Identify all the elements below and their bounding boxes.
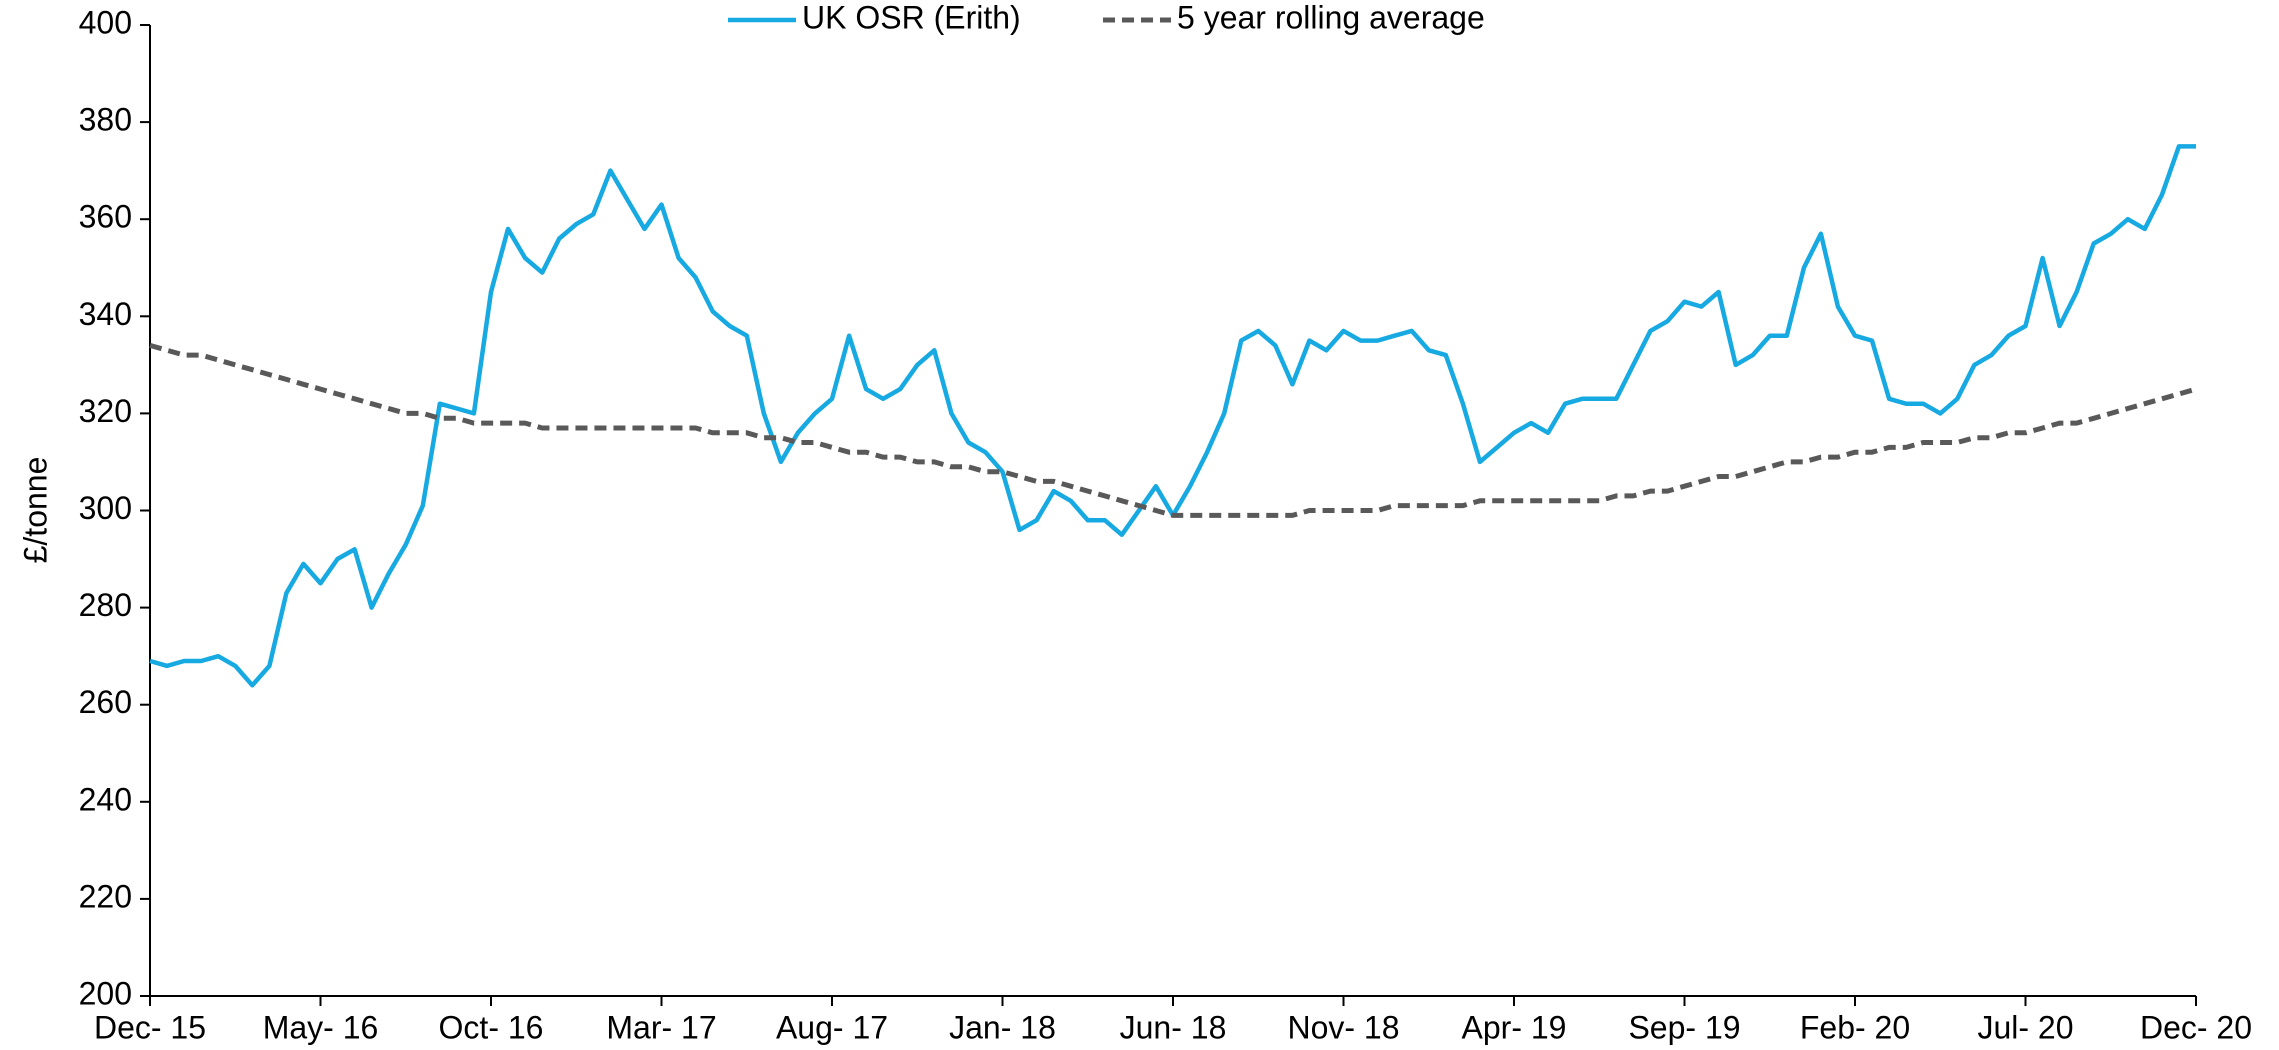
x-tick-label: Oct- 16 bbox=[439, 1009, 544, 1045]
x-tick-label: Dec- 15 bbox=[94, 1009, 206, 1045]
series-line bbox=[149, 342, 2197, 518]
legend-label: UK OSR (Erith) bbox=[802, 0, 1021, 35]
y-tick-label: 240 bbox=[79, 781, 132, 817]
x-tick-label: Jul- 20 bbox=[1977, 1009, 2073, 1045]
x-tick-label: Dec- 20 bbox=[2140, 1009, 2252, 1045]
legend-label: 5 year rolling average bbox=[1177, 0, 1485, 35]
x-tick-label: Apr- 19 bbox=[1462, 1009, 1567, 1045]
y-tick-label: 320 bbox=[79, 393, 132, 429]
y-tick-label: 300 bbox=[79, 490, 132, 526]
x-tick-label: Sep- 19 bbox=[1628, 1009, 1740, 1045]
x-tick-label: Mar- 17 bbox=[606, 1009, 716, 1045]
x-tick-label: Nov- 18 bbox=[1287, 1009, 1399, 1045]
y-tick-label: 340 bbox=[79, 296, 132, 332]
x-tick-label: Aug- 17 bbox=[776, 1009, 888, 1045]
y-tick-label: 260 bbox=[79, 684, 132, 720]
series-line bbox=[149, 144, 2196, 688]
x-tick-label: Jun- 18 bbox=[1120, 1009, 1227, 1045]
y-tick-label: 200 bbox=[79, 975, 132, 1011]
y-tick-label: 400 bbox=[79, 4, 132, 40]
y-axis-label: £/tonne bbox=[17, 457, 53, 564]
x-tick-label: Jan- 18 bbox=[949, 1009, 1056, 1045]
y-tick-label: 220 bbox=[79, 878, 132, 914]
y-tick-label: 360 bbox=[79, 199, 132, 235]
y-tick-label: 280 bbox=[79, 587, 132, 623]
x-tick-label: May- 16 bbox=[263, 1009, 379, 1045]
x-tick-label: Feb- 20 bbox=[1800, 1009, 1910, 1045]
y-tick-label: 380 bbox=[79, 102, 132, 138]
